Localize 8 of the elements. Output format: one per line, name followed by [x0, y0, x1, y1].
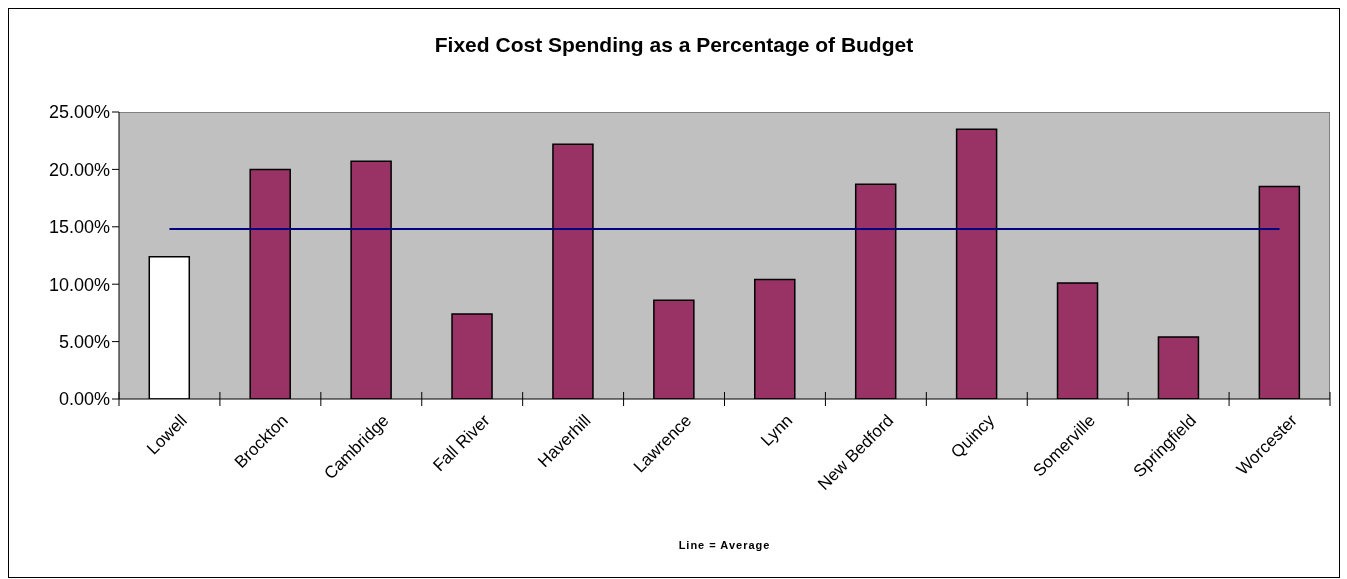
y-tick-label: 5.00%: [58, 331, 110, 352]
x-axis-title: Line = Average: [677, 539, 772, 551]
y-tick-label: 20.00%: [48, 159, 110, 180]
y-tick-label: 15.00%: [48, 217, 110, 238]
y-tick-label: 25.00%: [48, 102, 110, 123]
chart-title: Fixed Cost Spending as a Percentage of Budget: [433, 33, 915, 57]
y-tick-label: 10.00%: [48, 274, 110, 295]
y-tick-label: 0.00%: [58, 389, 110, 410]
